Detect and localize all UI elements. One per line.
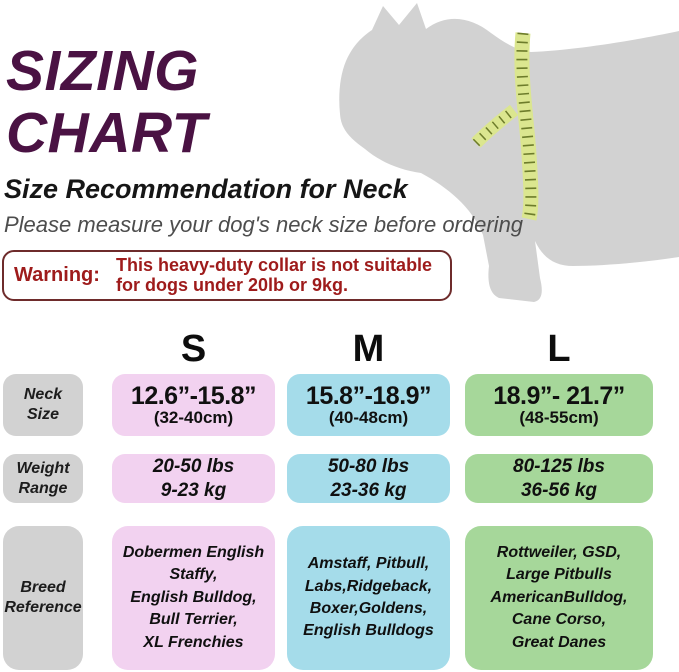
neck-size-inches-s: 12.6”-15.8” [130,381,257,410]
weight-lbs-m: 50-80 lbs [327,456,410,478]
neck-size-cell-m: 15.8”-18.9” (40-48cm) [287,374,450,436]
size-table: S M L Neck Size 12.6”-15.8” (32-40cm) 15… [3,328,653,670]
dog-silhouette-graphic [330,0,679,310]
neck-size-cell-l: 18.9”- 21.7” (48-55cm) [465,374,653,436]
weight-lbs-l: 80-125 lbs [513,456,605,478]
weight-kg-m: 23-36 kg [330,479,407,501]
breed-list-l: Rottweiler, GSD, Large Pitbulls American… [490,544,628,651]
column-header-l: L [547,328,571,370]
breed-list-s: Dobermen English Staffy, English Bulldog… [122,544,265,651]
column-header-s: S [180,328,207,370]
dog-graphic-svg [339,3,679,302]
page-title-line1: SIZING [6,39,200,103]
column-header-m: M [352,328,385,370]
row-label-neck-size-text: Neck Size [23,386,63,423]
neck-size-cm-m: (40-48cm) [328,407,409,427]
neck-size-inches-m: 15.8”-18.9” [305,381,432,410]
weight-range-cell-l: 80-125 lbs 36-56 kg [465,454,653,503]
row-label-weight-range-text: Weight Range [16,459,70,497]
breed-reference-row: Breed Reference Dobermen English Staffy,… [3,526,653,670]
warning-box: Warning: This heavy-duty collar is not s… [2,250,452,301]
weight-kg-l: 36-56 kg [520,479,598,501]
page-title-line2: CHART [6,101,207,165]
dog-body-shape [339,3,679,302]
measuring-tape-end-icon [471,104,519,148]
neck-size-row: Neck Size 12.6”-15.8” (32-40cm) 15.8”-18… [3,374,653,436]
neck-size-cm-l: (48-55cm) [519,407,599,427]
neck-size-inches-l: 18.9”- 21.7” [493,381,625,410]
warning-message: This heavy-duty collar is not suitable f… [116,255,433,295]
measuring-tape-icon [514,32,539,221]
breed-reference-cell-l: Rottweiler, GSD, Large Pitbulls American… [465,526,653,670]
warning-label: Warning: [14,263,100,286]
weight-kg-s: 9-23 kg [160,479,227,501]
measure-instruction-text: Please measure your dog's neck size befo… [4,212,524,237]
page-subtitle: Size Recommendation for Neck [4,174,408,204]
breed-reference-cell-m: Amstaff, Pitbull, Labs,Ridgeback, Boxer,… [287,526,450,670]
header-spacer [3,328,83,372]
neck-size-cm-s: (32-40cm) [153,407,234,427]
breed-reference-cell-s: Dobermen English Staffy, English Bulldog… [112,526,275,670]
row-label-breed-reference-text: Breed Reference [4,579,82,616]
size-header-row: S M L [3,328,653,372]
row-label-breed-reference: Breed Reference [3,526,83,670]
neck-size-cell-s: 12.6”-15.8” (32-40cm) [112,374,275,436]
page-title: SIZING CHART [6,40,207,164]
row-label-neck-size: Neck Size [3,374,83,436]
weight-range-cell-m: 50-80 lbs 23-36 kg [287,454,450,503]
weight-range-cell-s: 20-50 lbs 9-23 kg [112,454,275,503]
breed-list-m: Amstaff, Pitbull, Labs,Ridgeback, Boxer,… [303,555,434,640]
row-label-weight-range: Weight Range [3,454,83,503]
weight-range-row: Weight Range 20-50 lbs 9-23 kg 50-80 lbs… [3,454,653,503]
weight-lbs-s: 20-50 lbs [152,456,235,478]
